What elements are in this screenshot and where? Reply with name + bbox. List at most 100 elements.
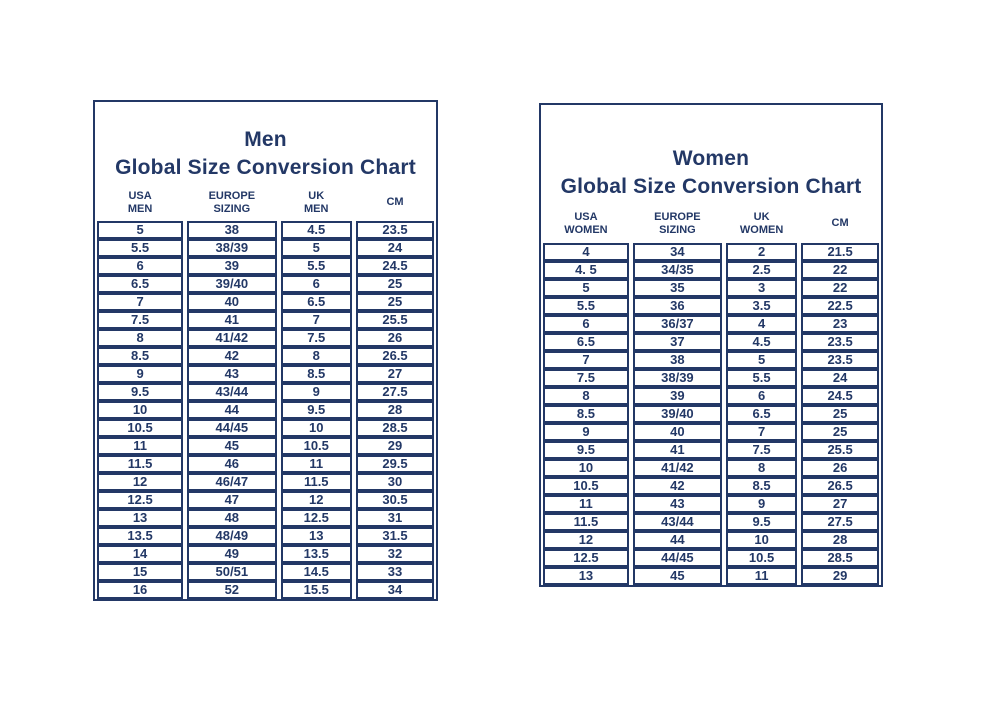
size-cell: 41 xyxy=(632,441,722,459)
size-cell: 14 xyxy=(97,545,184,563)
size-cell: 10 xyxy=(543,459,629,477)
size-cell: 45 xyxy=(632,567,722,585)
size-cell: 13 xyxy=(97,509,184,527)
table-row: 6.5 37 4.5 23.5 xyxy=(543,333,879,351)
table-row: 7.5 38/39 5.5 24 xyxy=(543,369,879,387)
size-cell: 45 xyxy=(187,437,277,455)
table-row: 4. 5 34/35 2.5 22 xyxy=(543,261,879,279)
size-cell: 22 xyxy=(801,261,879,279)
size-cell: 6 xyxy=(543,315,629,333)
column-header-uk-women: UK WOMEN xyxy=(739,210,784,236)
size-cell: 49 xyxy=(187,545,277,563)
size-cell: 22.5 xyxy=(801,297,879,315)
table-row: 8 39 6 24.5 xyxy=(543,387,879,405)
table-row: 11.5 46 11 29.5 xyxy=(97,455,434,473)
size-cell: 15.5 xyxy=(280,581,352,599)
size-cell: 7 xyxy=(97,293,184,311)
size-cell: 5 xyxy=(280,239,352,257)
size-cell: 25 xyxy=(356,275,434,293)
size-cell: 29.5 xyxy=(356,455,434,473)
size-cell: 29 xyxy=(801,567,879,585)
size-cell: 9 xyxy=(280,383,352,401)
size-cell: 7 xyxy=(543,351,629,369)
size-cell: 23.5 xyxy=(801,333,879,351)
table-row: 11.5 43/44 9.5 27.5 xyxy=(543,513,879,531)
size-cell: 13.5 xyxy=(280,545,352,563)
column-header-uk-men: UK MEN xyxy=(304,189,329,215)
men-size-table-body: 5 38 4.5 23.5 5.5 38/39 5 24 6 39 5.5 24.5 6.5 39/40 6… xyxy=(97,221,434,599)
size-cell: 6.5 xyxy=(97,275,184,293)
size-cell: 5 xyxy=(725,351,798,369)
size-cell: 25 xyxy=(801,405,879,423)
men-size-chart-card: Men Global Size Conversion Chart USA MEN… xyxy=(93,100,438,601)
size-cell: 8 xyxy=(97,329,184,347)
size-cell: 8.5 xyxy=(97,347,184,365)
size-cell: 42 xyxy=(632,477,722,495)
table-row: 7 38 5 23.5 xyxy=(543,351,879,369)
men-title-block: Men Global Size Conversion Chart xyxy=(95,102,436,182)
size-cell: 10 xyxy=(725,531,798,549)
card-subtitle: Global Size Conversion Chart xyxy=(115,156,416,179)
size-cell: 50/51 xyxy=(187,563,277,581)
table-row: 14 49 13.5 32 xyxy=(97,545,434,563)
table-row: 7 40 6.5 25 xyxy=(97,293,434,311)
table-row: 9 43 8.5 27 xyxy=(97,365,434,383)
size-cell: 7 xyxy=(280,311,352,329)
table-row: 13.5 48/49 13 31.5 xyxy=(97,527,434,545)
table-row: 8 41/42 7.5 26 xyxy=(97,329,434,347)
size-cell: 4 xyxy=(543,243,629,261)
size-cell: 35 xyxy=(632,279,722,297)
size-cell: 6 xyxy=(280,275,352,293)
size-cell: 9 xyxy=(543,423,629,441)
size-cell: 28 xyxy=(356,401,434,419)
size-cell: 38/39 xyxy=(187,239,277,257)
size-cell: 2.5 xyxy=(725,261,798,279)
size-cell: 21.5 xyxy=(801,243,879,261)
size-cell: 9 xyxy=(97,365,184,383)
size-cell: 38 xyxy=(632,351,722,369)
table-row: 10.5 42 8.5 26.5 xyxy=(543,477,879,495)
size-cell: 38/39 xyxy=(632,369,722,387)
size-cell: 4. 5 xyxy=(543,261,629,279)
size-cell: 4.5 xyxy=(280,221,352,239)
size-cell: 11 xyxy=(543,495,629,513)
column-header-usa-men: USA MEN xyxy=(127,189,153,215)
size-cell: 44 xyxy=(632,531,722,549)
size-cell: 33 xyxy=(356,563,434,581)
size-cell: 11.5 xyxy=(543,513,629,531)
size-cell: 9.5 xyxy=(543,441,629,459)
size-cell: 28.5 xyxy=(356,419,434,437)
size-cell: 5.5 xyxy=(280,257,352,275)
table-row: 4 34 2 21.5 xyxy=(543,243,879,261)
table-row: 10 44 9.5 28 xyxy=(97,401,434,419)
size-cell: 11 xyxy=(280,455,352,473)
size-cell: 30.5 xyxy=(356,491,434,509)
size-cell: 29 xyxy=(356,437,434,455)
size-cell: 9.5 xyxy=(97,383,184,401)
size-cell: 3.5 xyxy=(725,297,798,315)
size-cell: 26.5 xyxy=(356,347,434,365)
size-cell: 34 xyxy=(632,243,722,261)
size-cell: 5.5 xyxy=(97,239,184,257)
size-cell: 10.5 xyxy=(725,549,798,567)
size-cell: 25 xyxy=(801,423,879,441)
table-row: 12.5 47 12 30.5 xyxy=(97,491,434,509)
size-cell: 39 xyxy=(187,257,277,275)
size-cell: 31 xyxy=(356,509,434,527)
size-cell: 6 xyxy=(725,387,798,405)
size-cell: 43 xyxy=(187,365,277,383)
size-cell: 11.5 xyxy=(280,473,352,491)
size-cell: 47 xyxy=(187,491,277,509)
column-header-europe-sizing: EUROPE SIZING xyxy=(208,189,256,215)
size-cell: 13 xyxy=(280,527,352,545)
size-cell: 43 xyxy=(632,495,722,513)
size-cell: 52 xyxy=(187,581,277,599)
size-cell: 14.5 xyxy=(280,563,352,581)
size-cell: 40 xyxy=(187,293,277,311)
size-cell: 27 xyxy=(356,365,434,383)
size-cell: 48 xyxy=(187,509,277,527)
card-title: Men xyxy=(244,128,287,151)
size-cell: 5.5 xyxy=(543,297,629,315)
size-cell: 13 xyxy=(543,567,629,585)
size-cell: 11 xyxy=(725,567,798,585)
